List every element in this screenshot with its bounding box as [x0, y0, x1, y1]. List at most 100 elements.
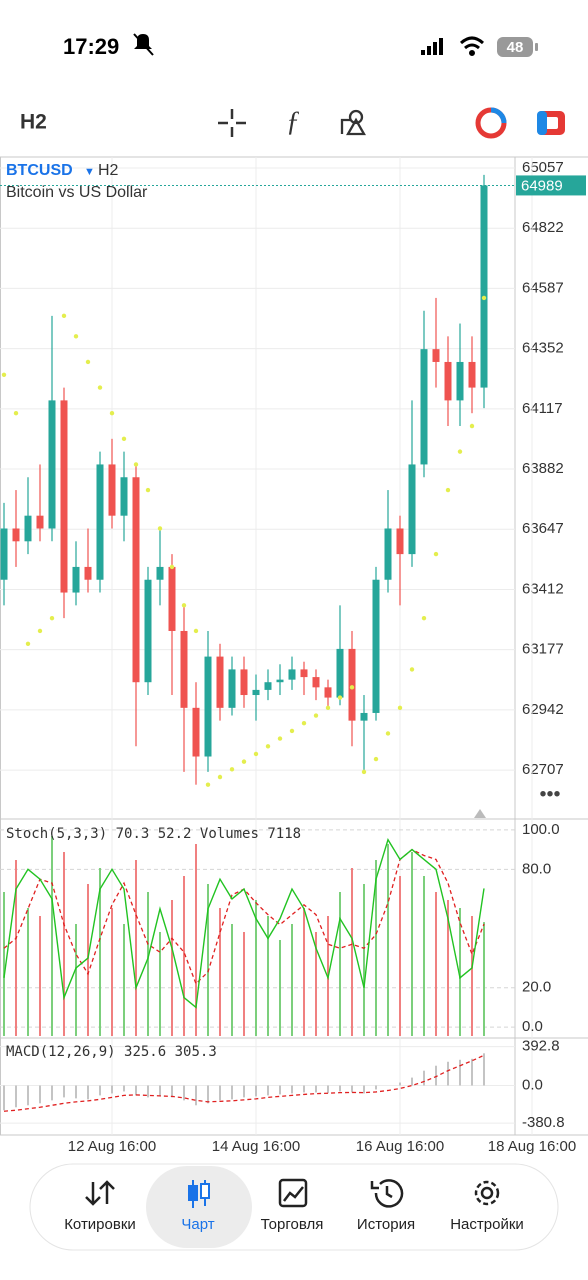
- macd-signal-line: [3, 1054, 485, 1112]
- sar-dot: [433, 551, 439, 557]
- sar-dot: [265, 744, 271, 749]
- candle-body: [84, 566, 92, 580]
- sar-dot: [193, 628, 199, 634]
- y-tick-label: 100.0: [522, 821, 560, 838]
- sar-dot: [385, 731, 391, 736]
- timeframe-button[interactable]: H2: [20, 111, 47, 134]
- candle-body: [72, 566, 80, 593]
- symbol-dropdown[interactable]: ▼: [84, 166, 95, 178]
- x-tick-label: 16 Aug 16:00: [356, 1138, 444, 1155]
- sar-dot: [217, 774, 223, 780]
- y-tick-label: 63882: [522, 460, 564, 477]
- stoch-name: Stoch(5,3,3): [6, 826, 107, 842]
- wifi-icon: [459, 36, 485, 56]
- chart-icon: [188, 1180, 210, 1208]
- trade-tab-icon: [278, 1178, 308, 1208]
- y-tick-label: 62707: [522, 761, 564, 778]
- candle-body: [96, 464, 104, 580]
- more-button[interactable]: •••: [539, 783, 560, 805]
- y-tick-label: 64117: [522, 400, 563, 417]
- nav-tab[interactable]: Котировки: [64, 1216, 136, 1233]
- stoch-legend: Stoch(5,3,3) 70.3 52.2 Volumes 7118: [6, 826, 301, 842]
- candle-body: [396, 528, 404, 555]
- y-tick-label: 64352: [522, 340, 564, 357]
- sar-dot: [121, 436, 127, 442]
- sar-dot: [349, 685, 355, 690]
- sar-dot: [337, 695, 343, 700]
- nav-tab[interactable]: История: [357, 1216, 415, 1233]
- candle-body: [384, 528, 392, 580]
- settings-icon: [474, 1180, 500, 1206]
- candle-body: [12, 528, 20, 542]
- candle-body: [216, 656, 224, 708]
- crosshair-button[interactable]: [218, 109, 246, 137]
- objects-button[interactable]: [340, 109, 366, 136]
- chart-timeframe: H2: [98, 162, 119, 179]
- y-tick-label: 63412: [522, 580, 564, 597]
- macd-signal-value: 305.3: [175, 1044, 217, 1060]
- sar-dot: [13, 411, 19, 416]
- sar-dot: [457, 449, 463, 454]
- battery-cap: [535, 43, 538, 51]
- x-tick-label: 14 Aug 16:00: [212, 1138, 300, 1155]
- candle-body: [120, 477, 128, 516]
- y-tick-label: 63177: [522, 641, 564, 658]
- stoch-k-value: 70.3: [116, 826, 150, 842]
- sar-dot: [469, 423, 475, 429]
- macd-name: MACD(12,26,9): [6, 1044, 116, 1060]
- quotes-icon: [85, 1180, 115, 1206]
- candle-body: [480, 185, 488, 388]
- candle-body: [312, 677, 320, 688]
- y-tick-label: 392.8: [522, 1038, 560, 1055]
- y-tick-label: 20.0: [522, 979, 551, 996]
- candle-body: [264, 682, 272, 690]
- symbol[interactable]: BTCUSD: [6, 162, 73, 179]
- mute-icon: [133, 33, 154, 56]
- sar-dot: [325, 705, 331, 711]
- candle-body: [336, 648, 344, 698]
- sar-dot: [289, 728, 295, 734]
- sar-dot: [397, 705, 403, 711]
- candle-body: [168, 566, 176, 631]
- nav-tab[interactable]: Торговля: [261, 1216, 324, 1233]
- sar-dot: [1, 372, 7, 377]
- y-tick-label: 63647: [522, 520, 564, 537]
- candle-body: [276, 679, 284, 683]
- candle-body: [132, 477, 140, 683]
- sar-dot: [25, 641, 31, 646]
- sar-dot: [241, 759, 247, 764]
- candle-body: [372, 579, 380, 713]
- sar-dot: [313, 713, 319, 718]
- candle-body: [408, 464, 416, 555]
- candle-body: [228, 669, 236, 708]
- last-price-label: 64989: [521, 177, 563, 194]
- candle-body: [444, 361, 452, 401]
- y-tick-label: 64587: [522, 279, 564, 296]
- sar-dot: [301, 721, 307, 726]
- symbol-description: Bitcoin vs US Dollar: [6, 184, 148, 201]
- sar-dot: [37, 628, 43, 634]
- candle-body: [156, 566, 164, 580]
- candle-body: [456, 361, 464, 401]
- sar-dot: [73, 334, 79, 339]
- sar-dot: [253, 751, 259, 757]
- indicators-button[interactable]: ƒ: [286, 106, 300, 137]
- x-tick-label: 18 Aug 16:00: [488, 1138, 576, 1155]
- y-tick-label: 62942: [522, 701, 564, 718]
- sar-dot: [421, 615, 427, 621]
- account-icon[interactable]: [475, 107, 507, 139]
- y-tick-label: -380.8: [522, 1114, 565, 1131]
- nav-tab[interactable]: Чарт: [181, 1216, 214, 1233]
- nav-tab[interactable]: Настройки: [450, 1216, 524, 1233]
- macd-legend: MACD(12,26,9) 325.6 305.3: [6, 1044, 217, 1060]
- candle-body: [468, 361, 476, 388]
- candle-body: [192, 707, 200, 757]
- trade-icon[interactable]: [537, 111, 565, 135]
- sar-dot: [145, 487, 151, 493]
- candle-body: [324, 687, 332, 698]
- scroll-marker: [474, 809, 486, 818]
- stoch-k-line: [3, 838, 485, 1009]
- sar-dot: [229, 767, 235, 772]
- sar-dot: [61, 313, 67, 319]
- sar-dot: [205, 782, 211, 787]
